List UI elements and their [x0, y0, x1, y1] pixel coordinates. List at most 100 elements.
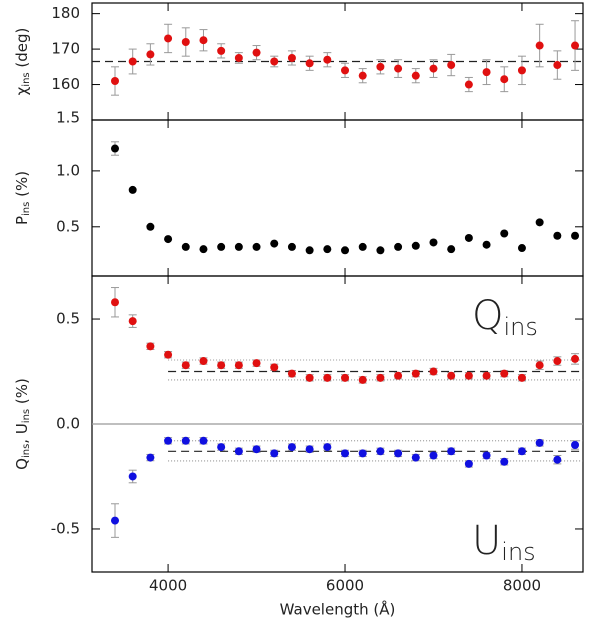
- data-point: [341, 246, 350, 255]
- data-point: [128, 472, 137, 481]
- data-point: [571, 41, 580, 50]
- data-point: [252, 242, 261, 251]
- annotation-subscript: ins: [503, 313, 537, 341]
- data-point: [447, 61, 456, 70]
- data-point: [252, 359, 261, 368]
- y-label-subscript: ins: [21, 202, 32, 216]
- x-tick-label: 6000: [326, 577, 364, 595]
- y-label-part: χ: [13, 86, 31, 95]
- data-point: [571, 231, 580, 240]
- data-point: [553, 61, 562, 70]
- data-point: [341, 373, 350, 382]
- y-axis-label: χins (deg): [13, 28, 33, 96]
- data-point: [447, 245, 456, 254]
- data-point: [447, 371, 456, 380]
- y-label-part: (deg): [13, 28, 31, 73]
- data-point: [535, 41, 544, 50]
- data-point: [429, 238, 438, 247]
- data-point: [111, 77, 120, 85]
- data-point: [464, 80, 473, 89]
- y-tick-label: 1.0: [56, 161, 80, 179]
- data-point: [146, 453, 155, 462]
- data-point: [111, 144, 120, 153]
- data-point: [181, 436, 190, 445]
- data-point: [500, 229, 509, 238]
- y-tick-label: 0.0: [56, 415, 80, 433]
- data-point: [429, 367, 438, 376]
- data-point: [376, 62, 385, 71]
- data-point: [517, 66, 526, 75]
- data-point: [146, 50, 155, 59]
- data-point: [111, 298, 120, 307]
- data-point: [305, 373, 314, 382]
- data-point: [111, 516, 120, 525]
- data-point: [500, 457, 509, 466]
- data-point: [411, 369, 420, 378]
- data-point: [323, 443, 332, 452]
- data-point: [323, 373, 332, 382]
- data-point: [217, 443, 226, 452]
- data-point: [305, 59, 314, 68]
- data-point: [305, 246, 314, 255]
- data-point: [234, 361, 243, 370]
- y-tick-label: 0.5: [56, 310, 80, 328]
- data-point: [358, 71, 367, 80]
- data-point: [128, 57, 137, 66]
- y-label-part: (%): [13, 171, 31, 202]
- annotation-subscript: ins: [501, 538, 535, 566]
- y-label-part: Q: [13, 458, 31, 470]
- data-point: [199, 357, 208, 366]
- y-label-subscript: ins: [21, 409, 32, 423]
- data-point: [553, 231, 562, 240]
- data-point: [500, 75, 509, 84]
- data-point: [517, 244, 526, 253]
- data-point: [323, 55, 332, 64]
- data-point: [164, 34, 173, 43]
- data-point: [358, 449, 367, 458]
- data-point: [553, 455, 562, 464]
- data-point: [146, 342, 155, 351]
- data-point: [164, 235, 173, 244]
- data-point: [287, 53, 296, 62]
- data-point: [287, 242, 296, 251]
- y-tick-label: 0.5: [56, 217, 80, 235]
- y-label-part: P: [13, 216, 31, 225]
- data-point: [376, 246, 385, 255]
- y-tick-label: 1.5: [56, 109, 80, 127]
- data-point: [376, 373, 385, 382]
- data-point: [411, 71, 420, 80]
- data-point: [464, 371, 473, 380]
- data-point: [199, 36, 208, 45]
- data-point: [270, 239, 279, 248]
- data-point: [411, 453, 420, 462]
- data-point: [341, 449, 350, 458]
- data-point: [323, 245, 332, 254]
- data-point: [376, 447, 385, 456]
- y-axis-label: Pins (%): [13, 171, 33, 225]
- data-point: [217, 242, 226, 251]
- y-tick-label: -0.5: [51, 519, 80, 537]
- data-point: [411, 241, 420, 250]
- data-point: [394, 449, 403, 458]
- data-point: [252, 445, 261, 454]
- x-axis-label: Wavelength (Å): [280, 600, 396, 619]
- y-tick-label: 160: [51, 75, 80, 93]
- data-point: [181, 361, 190, 370]
- data-point: [464, 459, 473, 468]
- annotation-text: U: [472, 518, 501, 564]
- y-label-part: (%): [13, 378, 31, 409]
- data-point: [394, 371, 403, 380]
- data-point: [199, 245, 208, 254]
- x-tick-label: 4000: [149, 577, 187, 595]
- panel-frame: [91, 119, 584, 277]
- data-point: [270, 363, 279, 372]
- data-point: [447, 447, 456, 456]
- data-point: [287, 369, 296, 378]
- data-point: [482, 371, 491, 380]
- data-point: [164, 436, 173, 445]
- data-point: [482, 451, 491, 460]
- data-point: [571, 440, 580, 449]
- series-annotation: Uins: [472, 518, 536, 566]
- y-label-subscript: ins: [21, 444, 32, 458]
